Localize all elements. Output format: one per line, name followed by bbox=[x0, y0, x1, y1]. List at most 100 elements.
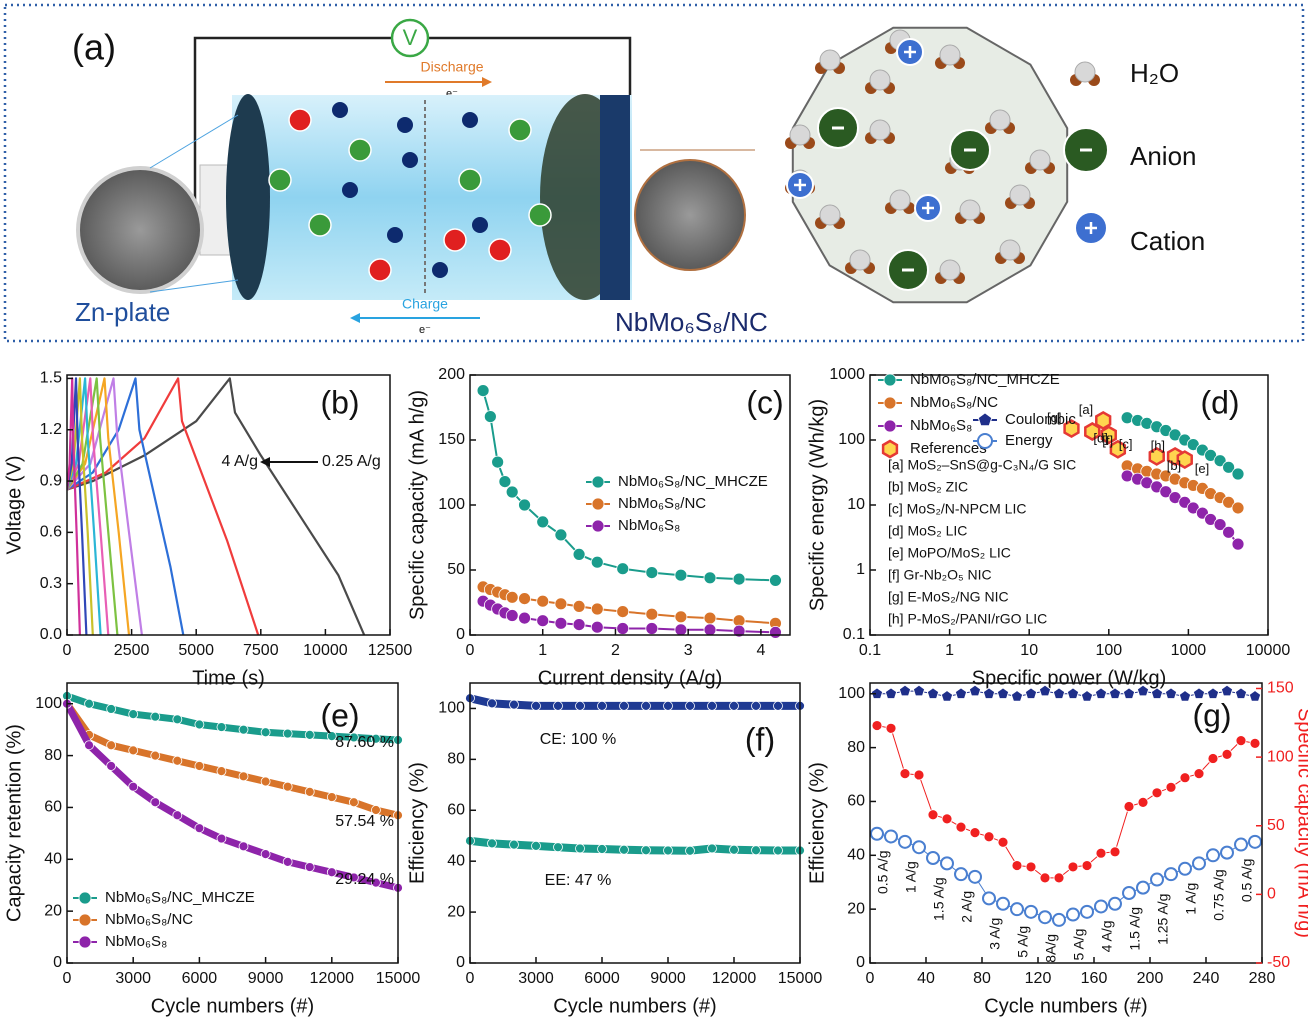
y-axis-label: Capacity retention (%) bbox=[3, 724, 25, 922]
data-point bbox=[1094, 899, 1108, 914]
data-point bbox=[1137, 797, 1149, 808]
data-point bbox=[1178, 689, 1192, 702]
data-point bbox=[128, 781, 139, 792]
data-point bbox=[106, 704, 117, 714]
data-point bbox=[703, 571, 717, 585]
rate-label: 8A/g bbox=[1043, 934, 1059, 963]
data-point bbox=[884, 687, 898, 700]
annotation: 0.25 A/g bbox=[322, 453, 381, 470]
data-point bbox=[685, 701, 695, 711]
legend-marker bbox=[883, 419, 897, 433]
data-point bbox=[1231, 501, 1245, 515]
x-tick-label: 2500 bbox=[114, 642, 150, 659]
x-tick-label: 0 bbox=[63, 642, 72, 659]
x-axis-label: Current density (A/g) bbox=[538, 667, 723, 689]
y-tick-label: 0.0 bbox=[40, 626, 62, 643]
data-point bbox=[260, 776, 271, 787]
data-point bbox=[773, 845, 783, 856]
panel-label: (b) bbox=[320, 384, 359, 420]
data-point bbox=[773, 701, 783, 711]
y-tick-label: 20 bbox=[44, 902, 62, 919]
data-point bbox=[194, 719, 205, 730]
plot-frame bbox=[469, 682, 801, 964]
oxygen bbox=[819, 49, 841, 71]
data-point bbox=[590, 620, 604, 634]
y-axis-label: Efficiency (%) bbox=[406, 762, 428, 884]
data-point bbox=[732, 624, 746, 638]
x-tick-label: 4 bbox=[756, 642, 765, 659]
data-point bbox=[1248, 689, 1262, 702]
x-tick-label: 1000 bbox=[1171, 642, 1207, 659]
data-point bbox=[996, 896, 1010, 911]
data-point bbox=[1248, 834, 1262, 849]
charge-carrier: e⁻ bbox=[419, 324, 431, 336]
data-point bbox=[1193, 768, 1205, 779]
y-tick-label: 0 bbox=[456, 954, 465, 971]
y-tick-label: 0.3 bbox=[40, 575, 62, 592]
data-point bbox=[1038, 910, 1052, 925]
cathode-label: NbMo₆S₈/NC bbox=[615, 307, 768, 337]
rate-label: 1 A/g bbox=[1183, 883, 1199, 915]
rate-label: 0.75 A/g bbox=[1211, 869, 1227, 920]
data-point bbox=[940, 856, 954, 871]
data-point bbox=[518, 611, 531, 625]
data-point bbox=[616, 605, 630, 618]
point-label: [g] bbox=[1047, 410, 1061, 425]
data-point bbox=[1120, 411, 1134, 425]
data-point bbox=[1010, 902, 1024, 917]
data-point bbox=[616, 562, 630, 576]
x-tick-label: 7500 bbox=[243, 642, 279, 659]
annotation: 57.54 % bbox=[335, 813, 394, 830]
x-tick-label: 10000 bbox=[303, 642, 348, 659]
data-point bbox=[870, 687, 884, 700]
y-tick-label: 40 bbox=[447, 852, 465, 869]
data-point bbox=[554, 597, 568, 611]
x-tick-label: 3000 bbox=[115, 970, 151, 987]
data-point bbox=[505, 590, 519, 604]
x-tick-label: 0 bbox=[466, 970, 475, 987]
rate-label: 4 A/g bbox=[1099, 920, 1115, 952]
data-point bbox=[128, 745, 139, 756]
anion-dot bbox=[432, 262, 448, 278]
x-tick-label: 0 bbox=[63, 970, 72, 987]
data-point bbox=[1109, 846, 1121, 858]
data-point bbox=[871, 720, 883, 731]
data-point bbox=[348, 797, 359, 808]
y-axis-label: Specific capacity (mA h/g) bbox=[406, 390, 428, 620]
data-point bbox=[216, 833, 227, 844]
data-point bbox=[1081, 860, 1093, 871]
data-point bbox=[1100, 425, 1117, 445]
ion bbox=[288, 108, 312, 132]
voltmeter bbox=[390, 18, 430, 58]
data-point bbox=[1011, 860, 1023, 871]
data-point bbox=[899, 768, 911, 779]
data-point bbox=[927, 809, 939, 821]
y-tick-label: 1.5 bbox=[40, 370, 62, 387]
ion bbox=[488, 238, 512, 262]
x-tick-label: 10000 bbox=[1246, 642, 1291, 659]
data-point bbox=[1159, 485, 1173, 499]
data-point bbox=[1136, 684, 1150, 697]
data-point bbox=[885, 722, 897, 734]
series-line bbox=[876, 725, 1256, 879]
data-point bbox=[348, 732, 359, 743]
panel-border bbox=[3, 3, 1305, 343]
data-point bbox=[940, 689, 954, 702]
anion-dot bbox=[397, 117, 413, 133]
data-point bbox=[238, 771, 249, 782]
annotation: 29.24 % bbox=[335, 871, 394, 888]
data-point bbox=[968, 869, 982, 884]
y-tick-label: 0 bbox=[856, 954, 865, 971]
legend-label: H₂O bbox=[1130, 58, 1179, 88]
data-point bbox=[926, 851, 940, 865]
data-point bbox=[997, 836, 1009, 848]
panel-label: (f) bbox=[745, 721, 775, 757]
legend-label: Anion bbox=[1130, 141, 1197, 171]
legend-label: NbMo₆S₈/NC bbox=[910, 394, 998, 411]
x-tick-label: 2 bbox=[611, 642, 620, 659]
panel-label: (d) bbox=[1200, 384, 1239, 420]
y2-axis-label: Specific capacity (mA h/g) bbox=[1294, 708, 1308, 938]
data-point bbox=[1108, 896, 1122, 911]
data-point bbox=[941, 813, 953, 825]
